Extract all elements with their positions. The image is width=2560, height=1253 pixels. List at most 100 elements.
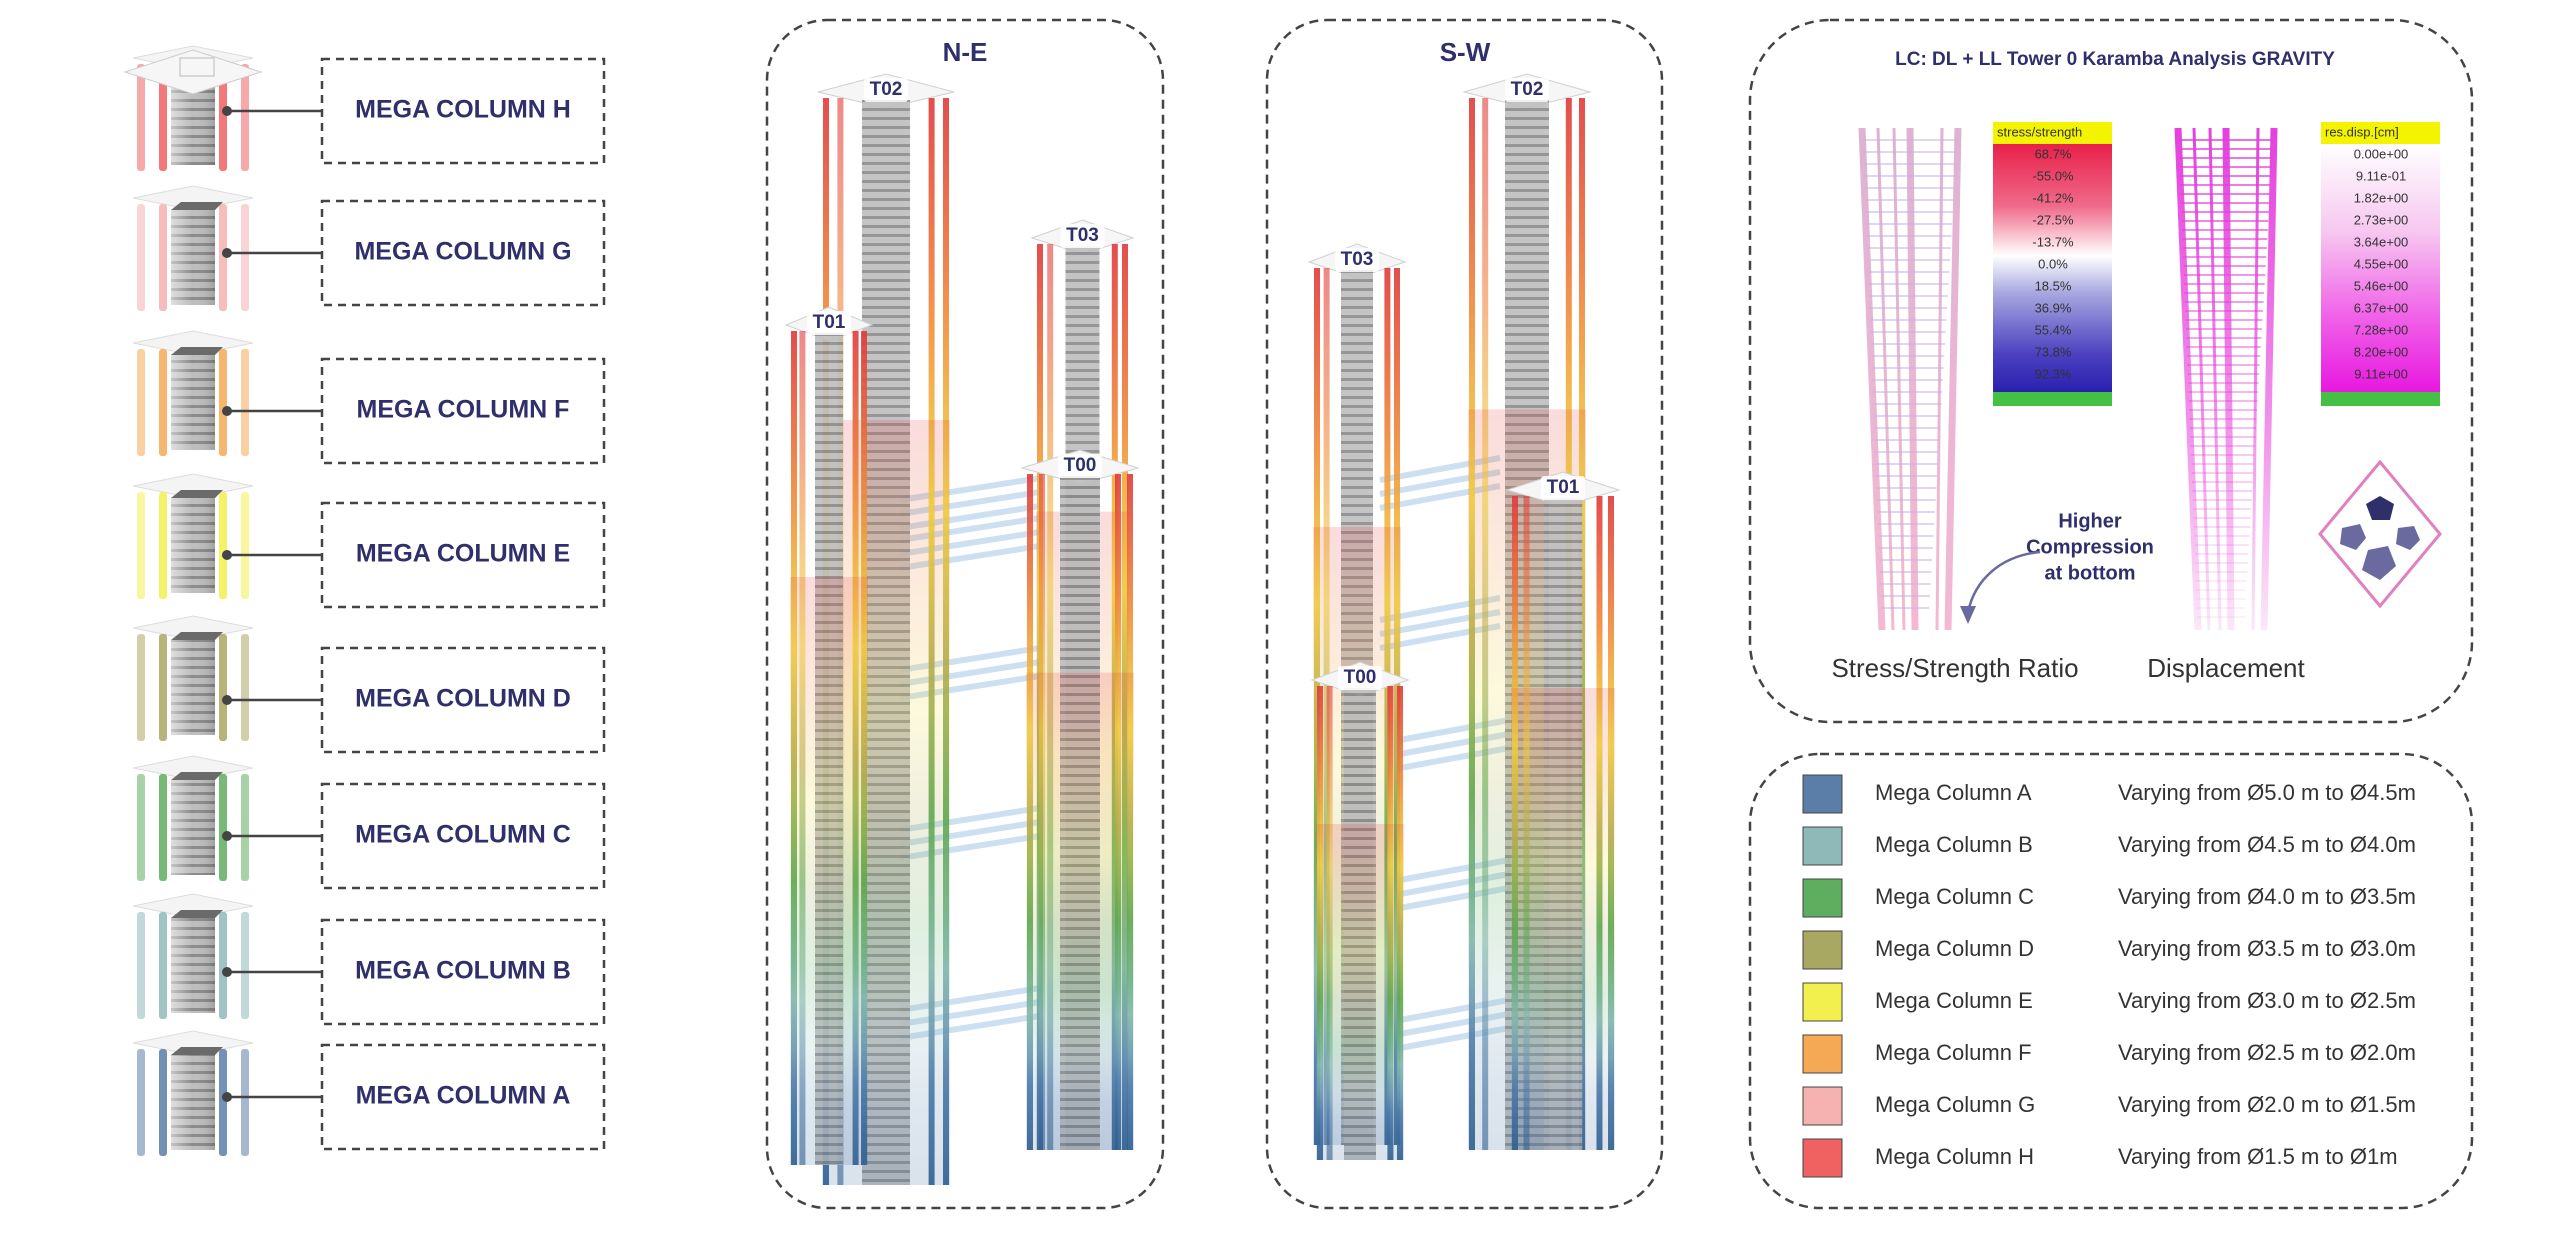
scale-value: 92.3% <box>2035 366 2072 381</box>
scale-value: 0.0% <box>2038 256 2068 271</box>
legend-swatch <box>1802 774 1843 814</box>
legend-name: Mega Column C <box>1875 884 2034 909</box>
legend-name: Mega Column E <box>1875 988 2033 1013</box>
scale-value: -41.2% <box>2032 190 2074 205</box>
mega-column <box>137 1049 145 1156</box>
label-box <box>320 782 606 890</box>
core-shade <box>171 498 215 593</box>
scale-value: 5.46e+00 <box>2354 278 2409 293</box>
stress-column <box>1892 127 1906 631</box>
legend-swatch <box>1802 1086 1843 1126</box>
legend-name: Mega Column A <box>1875 780 2032 805</box>
stack-segment: MEGA COLUMN F <box>132 330 606 465</box>
legend-swatch <box>1802 826 1843 866</box>
scale-value: 7.28e+00 <box>2354 322 2409 337</box>
legend-name: Mega Column B <box>1875 832 2033 857</box>
stack-segment: MEGA COLUMN B <box>132 893 606 1026</box>
disp-column <box>2260 127 2278 631</box>
scale-value: 6.37e+00 <box>2354 300 2409 315</box>
tower-view: N-E T02 T01 T03 T00 <box>784 37 1140 1185</box>
legend-name: Mega Column H <box>1875 1144 2034 1169</box>
stack-segment: MEGA COLUMN E <box>132 473 606 609</box>
mega-column <box>137 64 145 171</box>
panel-analysis <box>1748 18 2474 724</box>
legend-swatch <box>1802 1034 1843 1074</box>
stack: MEGA COLUMN H MEGA COLUMN G MEGA COLUMN F M… <box>123 45 606 1156</box>
mega-column <box>219 204 227 311</box>
legend-description: Varying from Ø5.0 m to Ø4.5m <box>2118 780 2416 805</box>
label: MEGA COLUMN H <box>355 96 571 124</box>
label-box <box>320 1043 606 1151</box>
scale-value: 8.20e+00 <box>2354 344 2409 359</box>
plan-core <box>2362 546 2396 580</box>
mega-column <box>137 492 145 599</box>
scale-value: 1.82e+00 <box>2354 190 2409 205</box>
legend-description: Varying from Ø3.0 m to Ø2.5m <box>2118 988 2416 1013</box>
legend-description: Varying from Ø2.0 m to Ø1.5m <box>2118 1092 2416 1117</box>
core-top <box>171 632 223 640</box>
stack-segment: MEGA COLUMN A <box>132 1030 606 1156</box>
legend-description: Varying from Ø3.5 m to Ø3.0m <box>2118 936 2416 961</box>
mega-column <box>241 774 249 881</box>
tower-label: T00 <box>1344 667 1377 688</box>
annotation-arrow <box>1966 550 2041 613</box>
scale-header-text: res.disp.[cm] <box>2325 124 2399 139</box>
tower-haze <box>1026 672 1134 1150</box>
scale-value: 55.4% <box>2035 322 2072 337</box>
tower-view: S-W T02 T03 T01 T00 <box>1307 37 1621 1160</box>
scale-bar <box>1993 144 2112 392</box>
label: MEGA COLUMN D <box>355 685 571 713</box>
scale-value: 36.9% <box>2035 300 2072 315</box>
panel-ne <box>765 18 1165 1210</box>
tower-label-bg <box>1505 78 1549 102</box>
tower-label: T03 <box>1066 225 1099 246</box>
core-top <box>171 202 223 210</box>
label: MEGA COLUMN F <box>357 396 570 424</box>
mega-column <box>137 349 145 456</box>
caption: Displacement <box>2147 653 2305 683</box>
mega-column <box>219 634 227 741</box>
tower-label: T03 <box>1341 249 1374 270</box>
tower-label: T01 <box>813 312 846 333</box>
label-box <box>320 646 606 754</box>
arrow-head <box>1960 606 1976 624</box>
core-top <box>171 910 223 918</box>
label: MEGA COLUMN C <box>355 821 571 849</box>
core-shade <box>171 640 215 735</box>
disp-column <box>2174 127 2202 631</box>
scale-base <box>1993 392 2112 406</box>
label: MEGA COLUMN E <box>356 540 570 568</box>
core-shade <box>171 780 215 875</box>
label: MEGA COLUMN G <box>354 238 571 266</box>
legend-description: Varying from Ø1.5 m to Ø1m <box>2118 1144 2398 1169</box>
label-box <box>320 918 606 1026</box>
legend-swatch <box>1802 878 1843 918</box>
analysis: LC: DL + LL Tower 0 Karamba Analysis GRA… <box>1831 49 2442 683</box>
scale-value: -27.5% <box>2032 212 2074 227</box>
mega-column <box>219 64 227 171</box>
core-shade <box>171 210 215 305</box>
mega-column <box>159 634 167 741</box>
label-box <box>320 357 606 465</box>
tower-label-bg <box>807 311 851 335</box>
scale-bar <box>2321 144 2440 392</box>
tower-haze <box>790 577 868 1165</box>
scale-value: -13.7% <box>2032 234 2074 249</box>
scale-header <box>2321 122 2440 144</box>
legend: Mega Column A Varying from Ø5.0 m to Ø4.5… <box>1802 774 2416 1178</box>
mega-column <box>159 492 167 599</box>
mega-column <box>159 64 167 171</box>
mega-column <box>159 349 167 456</box>
mega-column <box>219 492 227 599</box>
stack-segment: MEGA COLUMN G <box>132 185 606 311</box>
mega-column <box>219 774 227 881</box>
tower-label-bg <box>1060 224 1105 248</box>
annotation: Compression <box>2026 536 2154 558</box>
plan-core <box>2396 526 2420 550</box>
panel-legend <box>1748 752 2474 1210</box>
tower-haze <box>1511 688 1615 1150</box>
roof-hatch <box>179 57 215 77</box>
core-top <box>171 772 223 780</box>
mega-column <box>241 492 249 599</box>
core-shade <box>171 355 215 450</box>
